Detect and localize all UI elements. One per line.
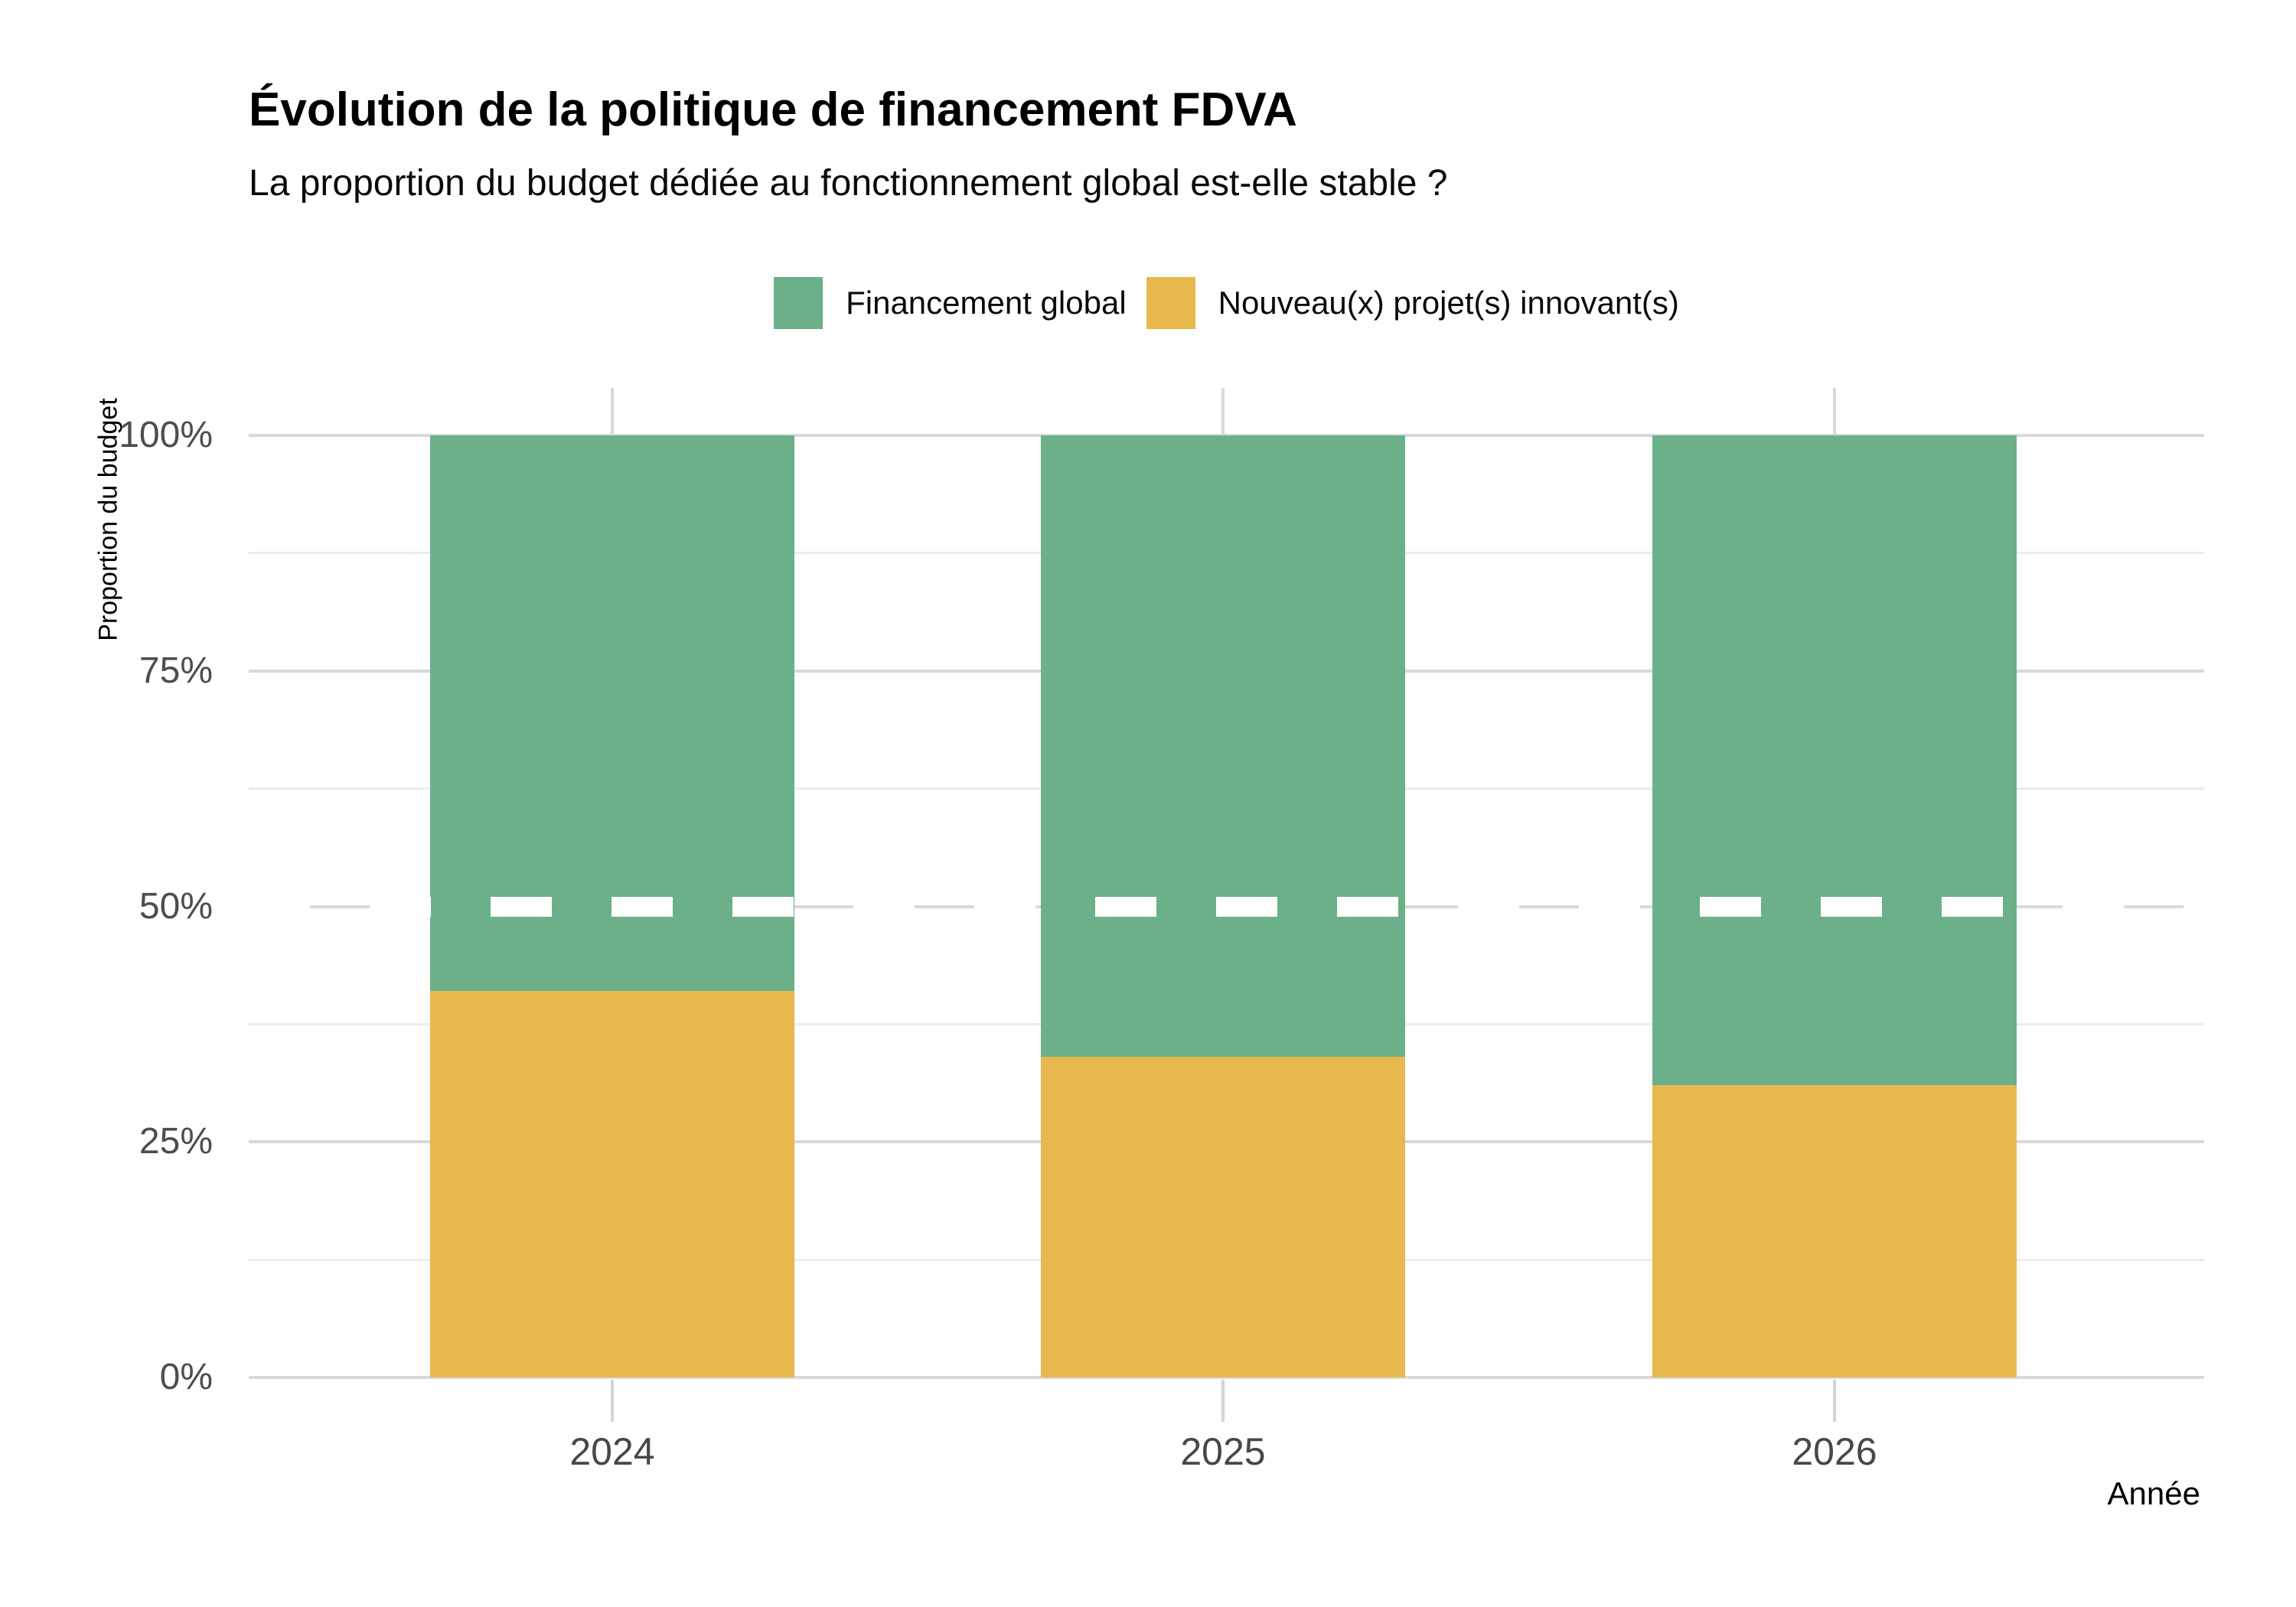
gridline-vertical (1833, 388, 1836, 435)
legend-label: Financement global (846, 285, 1127, 321)
gridline-vertical (611, 388, 614, 435)
bar-segment-2026-nouveau-x-projet-s-innovant-s (1652, 1085, 2017, 1377)
y-tick-label-50pct: 50% (139, 885, 213, 927)
chart-subtitle: La proportion du budget dédiée au foncti… (249, 163, 1448, 204)
gridline-vertical (1221, 388, 1225, 435)
y-tick-label-100pct: 100% (119, 415, 213, 455)
x-tick-mark-2025 (1221, 1380, 1225, 1422)
gridline-major (249, 1376, 2204, 1379)
legend-swatch-icon (774, 277, 823, 329)
y-tick-label-25pct: 25% (139, 1121, 213, 1162)
x-axis-title: Année (2107, 1475, 2200, 1511)
legend-item-nouveau-x-projet-s-innovant-s: Nouveau(x) projet(s) innovant(s) (1146, 277, 1679, 329)
chart-legend: Financement global Nouveau(x) projet(s) i… (249, 275, 2204, 331)
y-tick-label-75pct: 75% (139, 650, 213, 691)
gridline-major (249, 434, 2204, 437)
x-tick-label-2026: 2026 (1792, 1430, 1877, 1473)
legend-label: Nouveau(x) projet(s) innovant(s) (1218, 285, 1679, 321)
plot-panel (249, 388, 2204, 1379)
bar-segment-2025-nouveau-x-projet-s-innovant-s (1041, 1057, 1405, 1377)
bar-segment-2024-nouveau-x-projet-s-innovant-s (430, 991, 794, 1377)
legend-item-financement-global: Financement global (774, 277, 1127, 329)
x-tick-label-2025: 2025 (1180, 1430, 1266, 1473)
chart-title: Évolution de la politique de financement… (249, 83, 1297, 136)
reference-line-50pct (249, 896, 2204, 917)
bar-segment-2026-financement-global (1652, 435, 2017, 1086)
bar-segment-2025-financement-global (1041, 435, 1405, 1058)
x-tick-label-2024: 2024 (569, 1430, 655, 1473)
x-tick-mark-2024 (611, 1380, 614, 1422)
legend-swatch-icon (1146, 277, 1195, 329)
y-tick-label-0pct: 0% (159, 1357, 213, 1397)
x-tick-mark-2026 (1833, 1380, 1836, 1422)
